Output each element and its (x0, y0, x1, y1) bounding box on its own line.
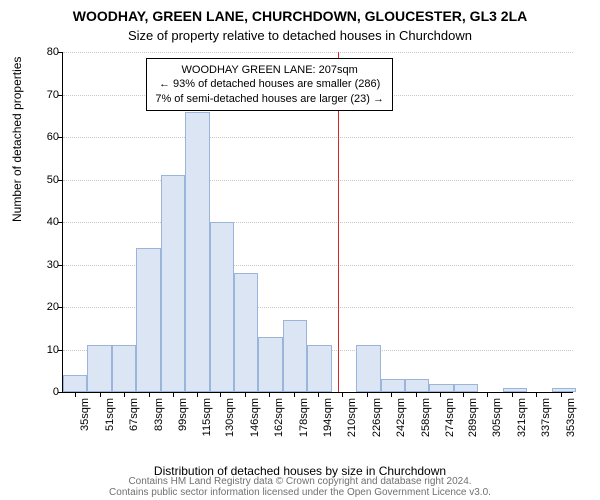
xtick-label: 178sqm (298, 398, 310, 437)
xtick-label: 210sqm (346, 398, 358, 437)
xtick-mark (536, 392, 537, 397)
gridline (63, 180, 573, 181)
xtick-mark (318, 392, 319, 397)
annotation-line: 7% of semi-detached houses are larger (2… (155, 92, 384, 106)
histogram-bar (454, 384, 478, 393)
xtick-mark (75, 392, 76, 397)
xtick-label: 146sqm (249, 398, 261, 437)
ytick-label: 20 (33, 301, 59, 313)
xtick-label: 99sqm (177, 398, 189, 431)
ytick-label: 30 (33, 259, 59, 271)
xtick-mark (294, 392, 295, 397)
xtick-mark (440, 392, 441, 397)
xtick-label: 337sqm (540, 398, 552, 437)
chart-title-2: Size of property relative to detached ho… (0, 28, 600, 43)
chart-title-1: WOODHAY, GREEN LANE, CHURCHDOWN, GLOUCES… (0, 8, 600, 24)
xtick-mark (245, 392, 246, 397)
xtick-mark (367, 392, 368, 397)
xtick-mark (463, 392, 464, 397)
xtick-mark (124, 392, 125, 397)
xtick-mark (173, 392, 174, 397)
xtick-mark (220, 392, 221, 397)
histogram-bar (258, 337, 282, 392)
histogram-bar (210, 222, 234, 392)
xtick-label: 226sqm (371, 398, 383, 437)
xtick-mark (391, 392, 392, 397)
histogram-bar (63, 375, 87, 392)
xtick-mark (149, 392, 150, 397)
xtick-label: 130sqm (224, 398, 236, 437)
histogram-bar (307, 345, 331, 392)
xtick-label: 274sqm (444, 398, 456, 437)
histogram-bar (283, 320, 307, 392)
y-axis-label: Number of detached properties (10, 57, 24, 222)
footer-line-2: Contains public sector information licen… (0, 487, 600, 498)
xtick-mark (512, 392, 513, 397)
annotation-line: ← 93% of detached houses are smaller (28… (155, 77, 384, 91)
chart-container: WOODHAY, GREEN LANE, CHURCHDOWN, GLOUCES… (0, 0, 600, 500)
ytick-label: 60 (33, 131, 59, 143)
plot-area: 0102030405060708035sqm51sqm67sqm83sqm99s… (62, 52, 573, 393)
gridline (63, 137, 573, 138)
xtick-label: 258sqm (420, 398, 432, 437)
xtick-mark (342, 392, 343, 397)
xtick-mark (416, 392, 417, 397)
xtick-label: 115sqm (201, 398, 213, 436)
histogram-bar (185, 112, 209, 393)
xtick-label: 162sqm (273, 398, 285, 437)
xtick-label: 83sqm (153, 398, 165, 431)
xtick-label: 194sqm (322, 398, 334, 437)
histogram-bar (356, 345, 380, 392)
xtick-label: 35sqm (79, 398, 91, 431)
histogram-bar (87, 345, 111, 392)
ytick-label: 0 (33, 386, 59, 398)
histogram-bar (552, 388, 576, 392)
xtick-label: 289sqm (467, 398, 479, 437)
xtick-label: 353sqm (565, 398, 577, 437)
histogram-bar (381, 379, 405, 392)
ytick-label: 50 (33, 174, 59, 186)
xtick-mark (197, 392, 198, 397)
xtick-label: 51sqm (104, 398, 116, 431)
histogram-bar (112, 345, 136, 392)
annotation-box: WOODHAY GREEN LANE: 207sqm← 93% of detac… (146, 58, 393, 111)
footer-line-1: Contains HM Land Registry data © Crown c… (0, 476, 600, 487)
xtick-mark (561, 392, 562, 397)
ytick-label: 40 (33, 216, 59, 228)
gridline (63, 52, 573, 53)
xtick-label: 321sqm (516, 398, 528, 437)
ytick-label: 70 (33, 89, 59, 101)
xtick-label: 305sqm (491, 398, 503, 437)
chart-footer: Contains HM Land Registry data © Crown c… (0, 476, 600, 498)
gridline (63, 222, 573, 223)
histogram-bar (161, 175, 185, 392)
xtick-mark (487, 392, 488, 397)
xtick-mark (269, 392, 270, 397)
xtick-mark (100, 392, 101, 397)
xtick-label: 242sqm (395, 398, 407, 437)
histogram-bar (429, 384, 453, 393)
histogram-bar (234, 273, 258, 392)
histogram-bar (503, 388, 527, 392)
ytick-label: 80 (33, 46, 59, 58)
ytick-label: 10 (33, 344, 59, 356)
histogram-bar (136, 248, 160, 393)
histogram-bar (405, 379, 429, 392)
annotation-line: WOODHAY GREEN LANE: 207sqm (155, 63, 384, 77)
xtick-label: 67sqm (128, 398, 140, 431)
